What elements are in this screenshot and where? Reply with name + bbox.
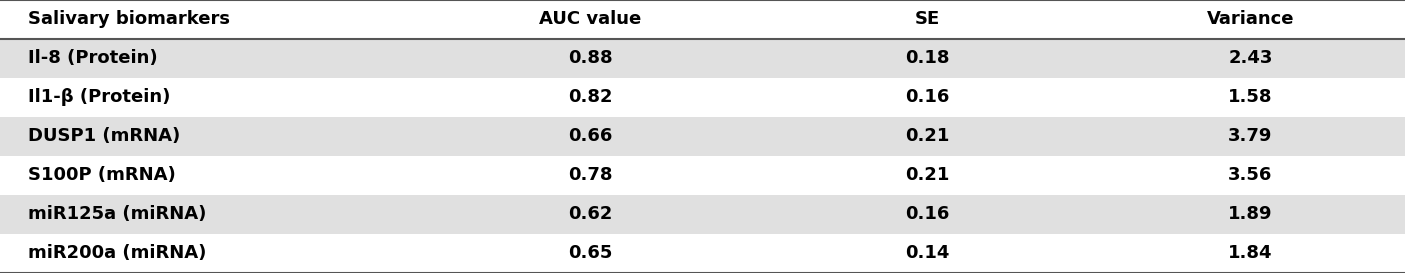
Text: 0.18: 0.18	[905, 49, 950, 67]
Text: 0.14: 0.14	[905, 245, 950, 263]
Bar	[0, 234, 1405, 273]
Text: 1.84: 1.84	[1228, 245, 1273, 263]
Text: 3.56: 3.56	[1228, 167, 1273, 185]
Text: 0.62: 0.62	[568, 206, 613, 224]
Text: SE: SE	[915, 10, 940, 28]
Text: miR125a (miRNA): miR125a (miRNA)	[28, 206, 207, 224]
Text: 3.79: 3.79	[1228, 127, 1273, 146]
Text: 1.58: 1.58	[1228, 88, 1273, 106]
Text: Salivary biomarkers: Salivary biomarkers	[28, 10, 230, 28]
Text: 2.43: 2.43	[1228, 49, 1273, 67]
Text: Il-8 (Protein): Il-8 (Protein)	[28, 49, 157, 67]
Text: 0.21: 0.21	[905, 167, 950, 185]
Bar	[0, 156, 1405, 195]
Text: 0.21: 0.21	[905, 127, 950, 146]
Text: 1.89: 1.89	[1228, 206, 1273, 224]
Text: 0.16: 0.16	[905, 88, 950, 106]
Text: 0.88: 0.88	[568, 49, 613, 67]
Bar	[0, 195, 1405, 234]
Text: DUSP1 (mRNA): DUSP1 (mRNA)	[28, 127, 180, 146]
Text: AUC value: AUC value	[540, 10, 641, 28]
Bar	[0, 39, 1405, 78]
Bar	[0, 78, 1405, 117]
Bar	[0, 117, 1405, 156]
Text: Il1-β (Protein): Il1-β (Protein)	[28, 88, 170, 106]
Text: 0.82: 0.82	[568, 88, 613, 106]
Text: miR200a (miRNA): miR200a (miRNA)	[28, 245, 207, 263]
Text: 0.78: 0.78	[568, 167, 613, 185]
Text: 0.16: 0.16	[905, 206, 950, 224]
Text: S100P (mRNA): S100P (mRNA)	[28, 167, 176, 185]
Bar	[0, 0, 1405, 39]
Text: 0.65: 0.65	[568, 245, 613, 263]
Text: 0.66: 0.66	[568, 127, 613, 146]
Text: Variance: Variance	[1207, 10, 1294, 28]
